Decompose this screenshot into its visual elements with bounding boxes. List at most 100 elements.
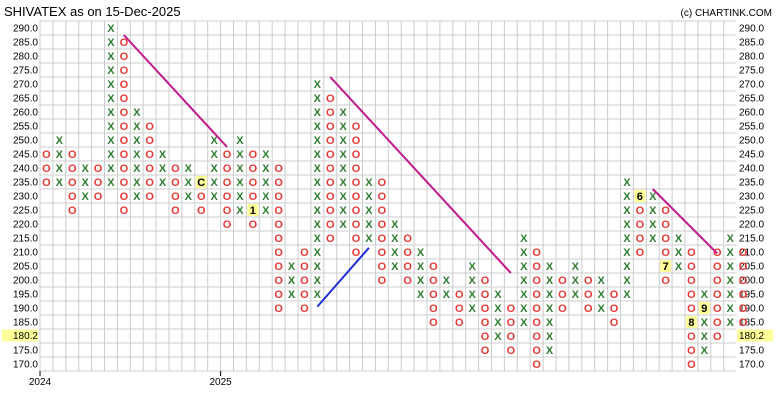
o-box: O	[42, 163, 51, 175]
x-box: X	[133, 135, 141, 147]
o-box: O	[687, 275, 696, 287]
x-box: X	[339, 191, 347, 203]
o-box: O	[532, 359, 541, 371]
o-box: O	[197, 205, 206, 217]
y-tick-label-left: 285.0	[13, 38, 38, 49]
x-box: X	[133, 163, 141, 175]
x-box: X	[726, 261, 734, 273]
o-box: O	[687, 345, 696, 357]
x-box: X	[597, 303, 605, 315]
x-box: X	[133, 149, 141, 161]
o-box: O	[378, 247, 387, 259]
x-box: X	[133, 177, 141, 189]
x-box: X	[520, 289, 528, 301]
x-box: X	[107, 177, 115, 189]
o-box: O	[378, 177, 387, 189]
o-box: O	[661, 233, 670, 245]
x-tick-label: 2024	[29, 377, 52, 388]
x-box: X	[107, 65, 115, 77]
x-box: X	[81, 163, 89, 175]
o-box: O	[352, 177, 361, 189]
y-axis-right: 290.0 285.0 280.0 275.0 270.0 265.0 260.0 255.0…	[739, 24, 764, 371]
x-box: X	[236, 191, 244, 203]
y-tick-label-left: 245.0	[13, 150, 38, 161]
o-box: O	[403, 275, 412, 287]
month-marker-label: 6	[637, 191, 643, 203]
o-box: O	[223, 219, 232, 231]
x-box: X	[81, 191, 89, 203]
month-marker-label: C	[197, 177, 205, 189]
x-box: X	[675, 247, 683, 259]
y-tick-label-left: 260.0	[13, 108, 38, 119]
x-box: X	[81, 177, 89, 189]
o-box: O	[378, 191, 387, 203]
chart-credit: (c) CHARTINK.COM	[681, 8, 772, 19]
y-tick-label-left: 205.0	[13, 262, 38, 273]
o-box: O	[94, 177, 103, 189]
o-box: O	[68, 163, 77, 175]
x-box: X	[675, 233, 683, 245]
o-box: O	[145, 177, 154, 189]
o-box: O	[120, 51, 129, 63]
o-box: O	[661, 247, 670, 259]
y-tick-label-right: 255.0	[739, 122, 764, 133]
o-box: O	[300, 275, 309, 287]
x-box: X	[623, 233, 631, 245]
o-box: O	[274, 177, 283, 189]
y-tick-label-left: 270.0	[13, 80, 38, 91]
chart-title: SHIVATEX as on 15-Dec-2025	[4, 4, 181, 19]
o-box: O	[378, 275, 387, 287]
o-box: O	[197, 191, 206, 203]
x-box: X	[623, 289, 631, 301]
x-box: X	[649, 191, 657, 203]
y-tick-label-right: 280.0	[739, 52, 764, 63]
o-box: O	[223, 177, 232, 189]
y-tick-label-left: 290.0	[13, 24, 38, 35]
o-box: O	[326, 93, 335, 105]
y-tick-label-left: 210.0	[13, 248, 38, 259]
y-tick-label-left: 200.0	[13, 276, 38, 287]
last-price-box-left	[2, 329, 38, 342]
x-box: X	[262, 163, 270, 175]
y-tick-label-right: 170.0	[739, 360, 764, 371]
x-box: X	[623, 177, 631, 189]
x-box: X	[339, 149, 347, 161]
x-box: X	[159, 163, 167, 175]
o-box: O	[481, 275, 490, 287]
x-box: X	[443, 275, 451, 287]
y-tick-label-left: 220.0	[13, 220, 38, 231]
y-tick-label-right: 285.0	[739, 38, 764, 49]
o-box: O	[145, 191, 154, 203]
o-box: O	[120, 191, 129, 203]
x-box: X	[107, 107, 115, 119]
o-box: O	[378, 205, 387, 217]
y-tick-label-right: 210.0	[739, 248, 764, 259]
o-box: O	[584, 303, 593, 315]
x-box: X	[391, 233, 399, 245]
x-box: X	[56, 177, 64, 189]
o-box: O	[739, 275, 748, 287]
o-box: O	[481, 317, 490, 329]
x-box: X	[107, 121, 115, 133]
x-box: X	[236, 163, 244, 175]
o-box: O	[378, 219, 387, 231]
x-box: X	[494, 331, 502, 343]
x-box: X	[314, 289, 322, 301]
x-box: X	[314, 191, 322, 203]
trend-line	[316, 247, 370, 308]
x-box: X	[468, 289, 476, 301]
o-box: O	[687, 303, 696, 315]
x-box: X	[210, 135, 218, 147]
o-box: O	[713, 317, 722, 329]
x-box: X	[339, 205, 347, 217]
x-box: X	[56, 149, 64, 161]
o-box: O	[120, 107, 129, 119]
o-box: O	[610, 317, 619, 329]
y-tick-label-left: 250.0	[13, 136, 38, 147]
o-box: O	[326, 205, 335, 217]
x-box: X	[314, 275, 322, 287]
o-box: O	[687, 247, 696, 259]
trend-line	[329, 76, 512, 274]
y-tick-label-right: 175.0	[739, 346, 764, 357]
